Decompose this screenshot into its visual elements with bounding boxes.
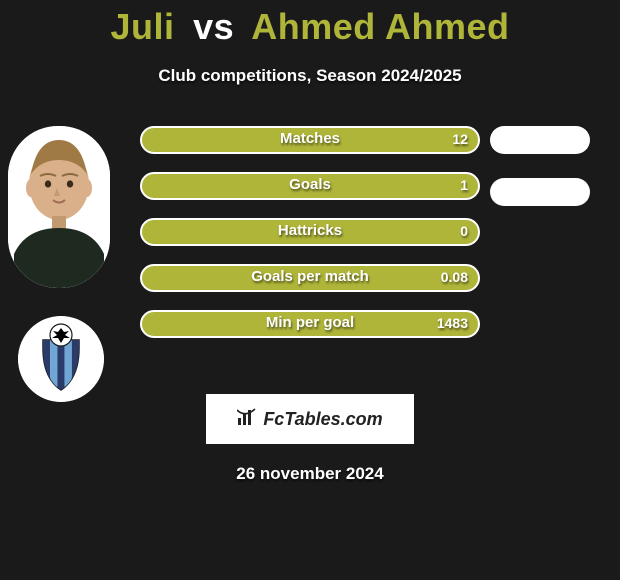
club-crest bbox=[18, 316, 104, 402]
right-blob bbox=[490, 178, 590, 206]
stat-row: Goals per match 0.08 bbox=[140, 264, 480, 292]
club-crest-svg bbox=[18, 316, 104, 402]
player1-name: Juli bbox=[111, 6, 175, 47]
stat-label: Hattricks bbox=[140, 218, 480, 246]
right-blob bbox=[490, 126, 590, 154]
comparison-title: Juli vs Ahmed Ahmed bbox=[0, 0, 620, 48]
stat-value: 1483 bbox=[437, 310, 468, 338]
stat-value: 0 bbox=[460, 218, 468, 246]
stat-value: 1 bbox=[460, 172, 468, 200]
fctables-badge: FcTables.com bbox=[206, 394, 414, 444]
stat-row: Min per goal 1483 bbox=[140, 310, 480, 338]
bar-chart-icon bbox=[237, 408, 259, 431]
stat-value: 12 bbox=[452, 126, 468, 154]
player2-name: Ahmed Ahmed bbox=[251, 6, 509, 47]
subtitle: Club competitions, Season 2024/2025 bbox=[0, 66, 620, 86]
stat-label: Min per goal bbox=[140, 310, 480, 338]
comparison-right-column bbox=[490, 126, 610, 228]
stat-value: 0.08 bbox=[441, 264, 468, 292]
stat-label: Matches bbox=[140, 126, 480, 154]
content-region: Matches 12 Goals 1 Hattricks 0 Goals per… bbox=[0, 126, 620, 338]
player-avatar bbox=[8, 126, 110, 288]
stat-row: Matches 12 bbox=[140, 126, 480, 154]
stat-row: Goals 1 bbox=[140, 172, 480, 200]
stat-label: Goals bbox=[140, 172, 480, 200]
player-avatar-svg bbox=[8, 126, 110, 288]
avatar-column bbox=[8, 126, 118, 402]
vs-text: vs bbox=[193, 6, 234, 47]
stat-row: Hattricks 0 bbox=[140, 218, 480, 246]
stat-label: Goals per match bbox=[140, 264, 480, 292]
stats-bars: Matches 12 Goals 1 Hattricks 0 Goals per… bbox=[140, 126, 480, 338]
date-text: 26 november 2024 bbox=[0, 464, 620, 484]
fctables-text: FcTables.com bbox=[263, 409, 382, 430]
